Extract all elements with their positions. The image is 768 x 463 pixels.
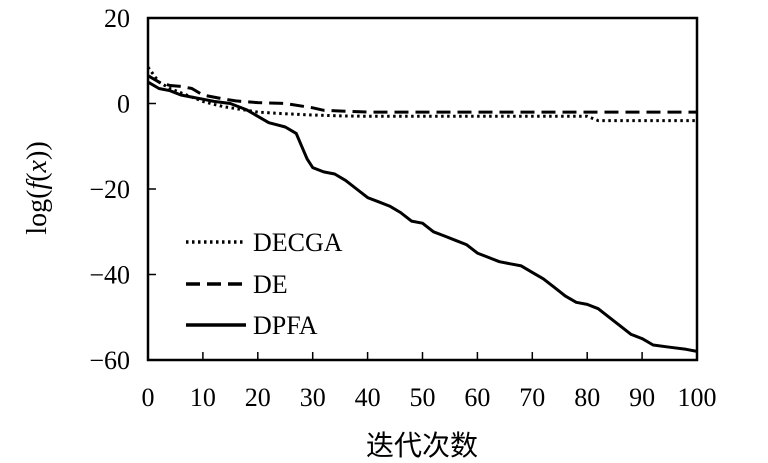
- y-tick-label: −60: [89, 346, 130, 375]
- x-tick-label: 60: [464, 383, 490, 412]
- series-layer: [146, 66, 698, 353]
- legend: DECGA DE DPFA: [186, 228, 343, 340]
- y-tick-label: 20: [104, 4, 130, 33]
- legend-label-dpfa: DPFA: [253, 311, 318, 340]
- y-tick-label: −20: [89, 175, 130, 204]
- x-tick-label: 0: [142, 383, 155, 412]
- x-tick-label: 10: [190, 383, 216, 412]
- x-tick-label: 70: [519, 383, 545, 412]
- y-axis-label-f: f: [22, 179, 53, 190]
- legend-label-decga: DECGA: [253, 228, 343, 257]
- ticks-layer: 0 10 20 30 40 50 60 70 80 90 100 20 0 −20 −40 −60: [89, 4, 716, 412]
- y-tick-label: 0: [117, 90, 130, 119]
- y-axis-label-log: log(: [22, 190, 53, 235]
- series-line-dpfa: [147, 80, 698, 353]
- x-axis-label: 迭代次数: [366, 430, 478, 462]
- x-tick-label: 100: [678, 383, 717, 412]
- legend-label-de: DE: [253, 270, 288, 299]
- y-axis-label-open: (: [22, 172, 53, 181]
- plot-area: [146, 16, 699, 362]
- x-tick-label: 50: [410, 383, 436, 412]
- x-tick-label: 20: [245, 383, 271, 412]
- series-line-de: [147, 74, 697, 114]
- x-tick-label: 90: [629, 383, 655, 412]
- y-tick-label: −40: [89, 261, 130, 290]
- x-tick-label: 30: [300, 383, 326, 412]
- y-axis-label-close: )): [22, 141, 53, 160]
- y-axis-label-x: x: [22, 159, 53, 173]
- plot-frame: [146, 16, 699, 362]
- x-tick-label: 40: [355, 383, 381, 412]
- x-tick-label: 80: [574, 383, 600, 412]
- y-axis-label: log(f(x)): [22, 141, 53, 234]
